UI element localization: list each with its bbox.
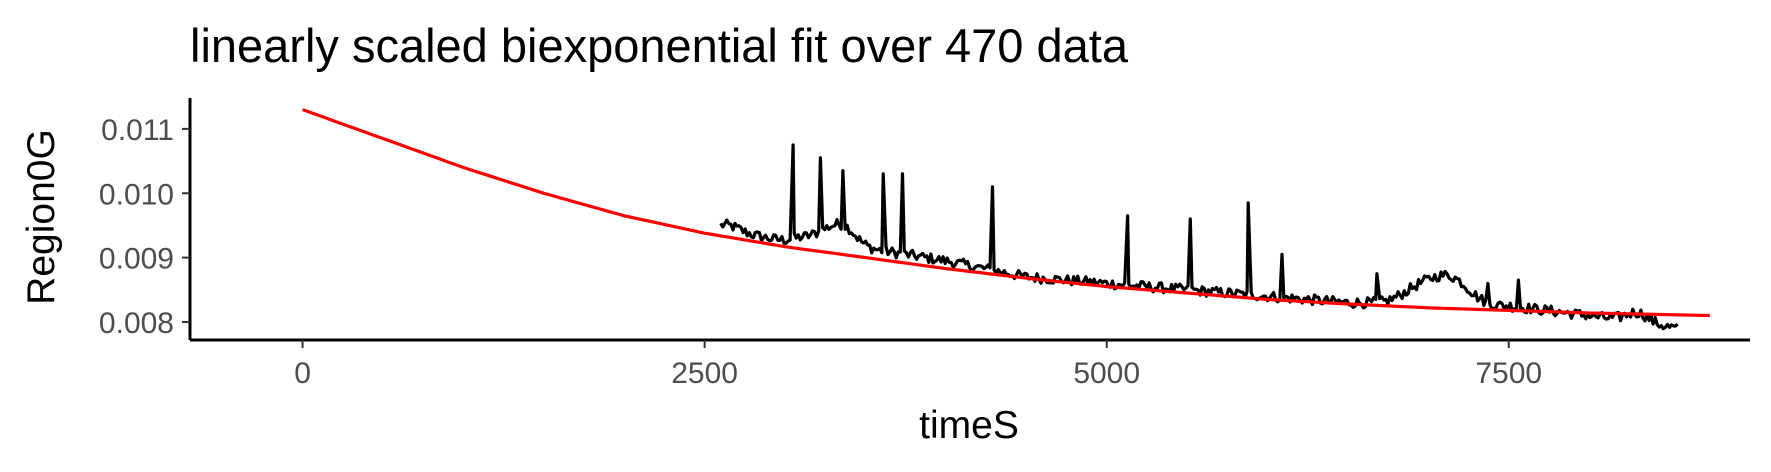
x-axis-title: timeS <box>919 404 1019 447</box>
x-tick-label: 5000 <box>1073 357 1140 390</box>
x-tick-label: 2500 <box>671 357 738 390</box>
y-tick-label: 0.010 <box>99 178 174 211</box>
chart-title: linearly scaled biexponential fit over 4… <box>190 19 1129 72</box>
fit-series <box>302 108 1710 318</box>
y-tick-label: 0.011 <box>101 114 174 147</box>
y-tick-label: 0.008 <box>99 307 174 340</box>
x-tick-label: 7500 <box>1475 357 1542 390</box>
y-axis-title: Region0G <box>20 129 63 305</box>
observed-series <box>719 143 1679 331</box>
observed-line <box>719 143 1679 331</box>
y-tick-label: 0.009 <box>99 243 174 276</box>
fit-line <box>302 108 1710 318</box>
x-tick-label: 0 <box>294 357 311 390</box>
axes: 0 2500 5000 7500 0.008 0.009 0.010 0.011 <box>99 98 1750 390</box>
